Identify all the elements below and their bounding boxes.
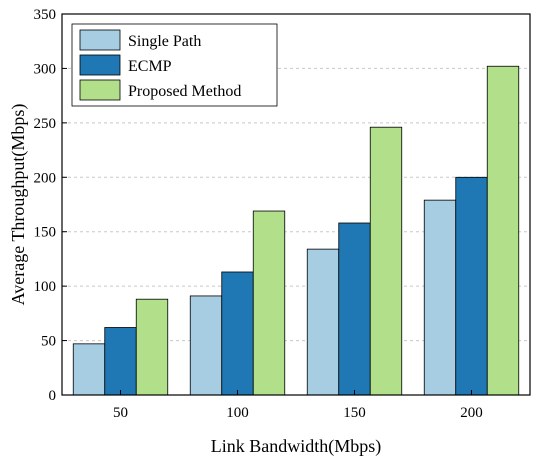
y-tick-label: 0 xyxy=(49,388,57,404)
bars xyxy=(72,65,520,396)
bar-ecmp-200 xyxy=(455,176,488,396)
bar-single-path-200 xyxy=(423,199,457,396)
legend-label-ecmp: ECMP xyxy=(128,58,172,75)
bar-single-path-50 xyxy=(72,343,106,396)
legend-swatch-ecmp xyxy=(79,54,121,76)
bar-ecmp-150 xyxy=(338,222,371,396)
bar-proposed-method-200 xyxy=(486,65,520,396)
x-axis: 50 100 150 200 xyxy=(113,390,483,421)
y-axis: 0 50 100 150 200 250 300 350 xyxy=(34,7,67,404)
x-tick-label: 150 xyxy=(343,405,366,421)
legend-swatch-single-path xyxy=(79,29,121,51)
legend: Single Path ECMP Proposed Method xyxy=(71,23,278,107)
bar-single-path-150 xyxy=(306,248,340,396)
bar-ecmp-100 xyxy=(221,271,254,396)
y-tick-label: 250 xyxy=(34,116,57,132)
bar-single-path-100 xyxy=(189,295,223,396)
bar-proposed-method-150 xyxy=(369,126,403,396)
bar-proposed-method-100 xyxy=(252,210,286,396)
x-tick-label: 200 xyxy=(460,405,483,421)
legend-swatch-proposed-method xyxy=(79,79,121,101)
y-axis-title: Average Throughput(Mbps) xyxy=(8,104,29,306)
y-tick-label: 350 xyxy=(34,7,57,23)
bar-proposed-method-50 xyxy=(135,298,169,396)
plot-frame xyxy=(61,13,531,396)
x-tick-label: 100 xyxy=(226,405,249,421)
legend-label-proposed-method: Proposed Method xyxy=(128,83,241,100)
bar-ecmp-50 xyxy=(104,327,137,396)
y-tick-label: 50 xyxy=(41,334,56,350)
x-axis-title: Link Bandwidth(Mbps) xyxy=(211,436,382,457)
y-tick-label: 300 xyxy=(34,61,57,77)
y-tick-label: 100 xyxy=(34,279,57,295)
y-tick-label: 200 xyxy=(34,170,57,186)
y-tick-label: 150 xyxy=(34,225,57,241)
x-tick-label: 50 xyxy=(113,405,128,421)
legend-label-single-path: Single Path xyxy=(128,33,201,50)
